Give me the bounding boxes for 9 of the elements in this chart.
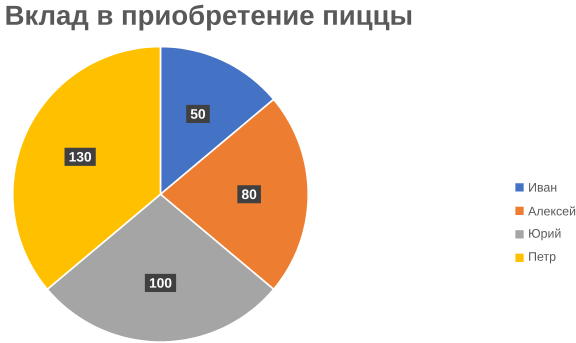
data-label: 80 [242,189,256,200]
legend-label: Алексей [528,206,576,216]
chart-title: Вклад в приобретение пиццы [6,4,412,31]
legend-label: Петр [529,252,556,264]
legend-label: Иван [529,183,556,192]
data-label: 100 [150,278,172,288]
data-label: 50 [190,109,206,119]
legend-label: Юрий [529,228,560,240]
data-label: 130 [70,152,92,162]
